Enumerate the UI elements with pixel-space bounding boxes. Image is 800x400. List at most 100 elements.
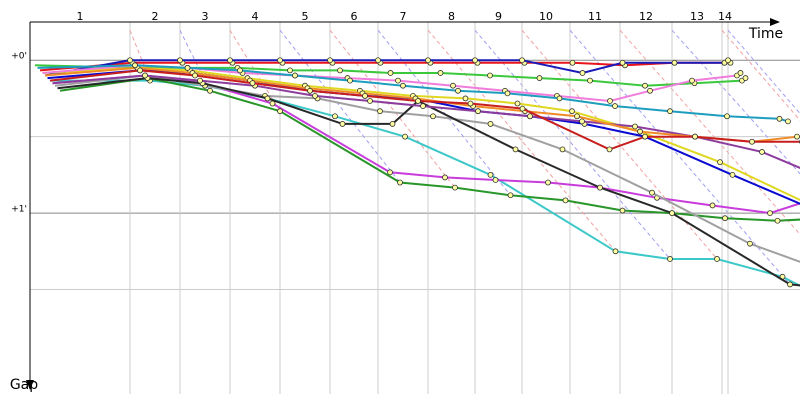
series-point: [472, 57, 478, 64]
series-point: [332, 113, 338, 120]
lap-label: 7: [400, 10, 407, 23]
lap-label: 11: [588, 10, 602, 23]
series-point: [747, 240, 753, 247]
series-point: [725, 57, 731, 64]
series-point: [197, 77, 203, 84]
series-point: [692, 133, 698, 140]
lap-diagonal: [721, 29, 800, 121]
series-point: [667, 108, 673, 115]
series-line: [59, 77, 800, 222]
series-point: [430, 113, 436, 120]
series-point: [487, 72, 493, 79]
series-point: [425, 57, 431, 64]
series-point: [737, 70, 744, 76]
series-point: [347, 77, 353, 84]
series-point: [292, 72, 298, 79]
series-point: [402, 133, 408, 140]
series-point: [669, 210, 675, 216]
series-point: [277, 108, 283, 115]
series-point: [607, 98, 613, 104]
series-point: [177, 57, 183, 64]
series-point: [649, 189, 655, 196]
series-point: [637, 128, 643, 135]
lap-label: 8: [448, 10, 455, 23]
series-point: [519, 105, 526, 112]
lap-label: 2: [152, 10, 159, 23]
series-point: [192, 72, 198, 79]
lap-diagonal: [329, 29, 456, 188]
y-axis-title: Gap: [10, 377, 38, 393]
series-point: [774, 217, 781, 224]
series-point: [492, 177, 499, 183]
series-point: [597, 184, 603, 191]
lap-diagonal: [279, 29, 401, 183]
series-point: [671, 59, 678, 66]
series-point: [337, 67, 343, 74]
series-point: [397, 179, 403, 186]
series-point: [455, 87, 461, 94]
series-point: [742, 75, 749, 81]
lap-label: 6: [351, 10, 358, 23]
series-point: [127, 57, 133, 64]
series-point: [587, 77, 593, 84]
lap-diagonal: [427, 29, 616, 252]
series-point: [339, 121, 346, 127]
lap-label: 4: [252, 10, 259, 23]
series-point: [420, 103, 426, 109]
series-point: [450, 82, 456, 89]
series-point: [647, 87, 653, 94]
lap-label: 3: [202, 10, 209, 23]
series-point: [249, 80, 256, 87]
lap-diagonal: [671, 29, 800, 175]
series-point: [207, 87, 213, 94]
series-line: [50, 79, 800, 287]
series-point: [536, 75, 543, 81]
series-point: [619, 207, 626, 214]
x-axis-arrow: [770, 18, 780, 26]
series-point: [487, 121, 494, 127]
series-point: [545, 179, 551, 186]
series-point: [362, 92, 368, 99]
series-point: [184, 64, 191, 71]
lap-label: 13: [690, 10, 704, 23]
y-tick-label: +0': [11, 52, 27, 62]
series-point: [512, 146, 519, 153]
series-point: [729, 171, 736, 178]
series-point: [389, 121, 396, 127]
lap-label: 12: [639, 10, 653, 23]
series-point: [562, 197, 569, 204]
series-point: [452, 184, 458, 191]
lap-diagonal: [727, 29, 800, 115]
series-point: [387, 70, 394, 76]
series-point: [714, 256, 720, 262]
series-point: [132, 62, 138, 69]
lap-diagonal: [229, 29, 281, 112]
series-point: [507, 192, 514, 199]
series-point: [327, 57, 333, 64]
series-point: [519, 57, 525, 64]
series-point: [776, 115, 783, 122]
series-point: [514, 100, 521, 107]
series-point: [307, 87, 313, 94]
lap-diagonal: [569, 29, 791, 285]
y-tick-label: +1': [11, 205, 27, 215]
series-point: [442, 174, 448, 181]
lap-diagonal: [129, 30, 151, 81]
lap-diagonal: [619, 29, 800, 235]
series-point: [287, 67, 293, 74]
series-point: [400, 82, 406, 89]
series-point: [437, 70, 444, 76]
series-point: [689, 77, 695, 84]
series-point: [527, 113, 533, 120]
series-point: [569, 59, 576, 66]
lap-diagonal: [474, 29, 671, 260]
series-point: [579, 118, 585, 125]
series-point: [137, 67, 143, 74]
series-point: [504, 90, 511, 97]
series-point: [415, 98, 421, 104]
series-point: [264, 95, 271, 102]
series-point: [767, 210, 773, 216]
series-point: [277, 57, 283, 64]
series-point: [142, 72, 148, 79]
